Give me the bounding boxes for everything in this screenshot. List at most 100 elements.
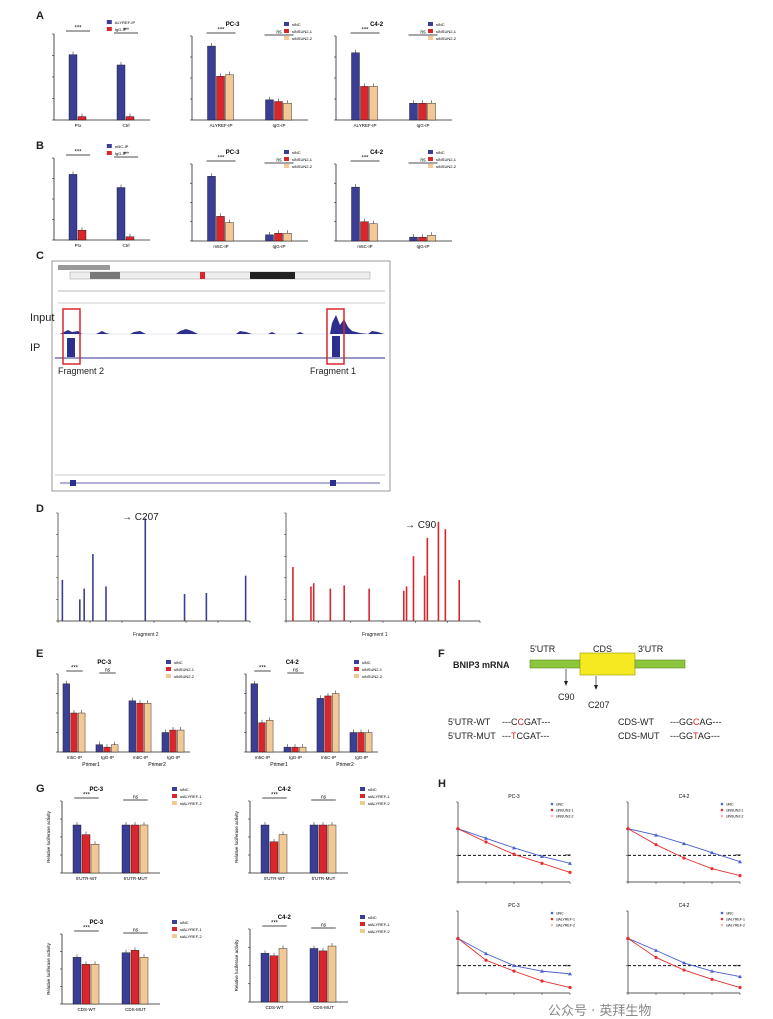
bar [62, 683, 70, 753]
legend-label: siNSUN2-1 [436, 29, 457, 34]
bar [309, 824, 319, 874]
legend-label: siNC [436, 22, 445, 27]
data-point [540, 969, 544, 973]
data-point [512, 969, 516, 973]
legend-marker [720, 814, 724, 818]
legend-label: siNC [180, 787, 189, 792]
chart-g2: Relative luciferase activity 5'UTR-WT 5'UT… [234, 787, 390, 881]
panel-label-h: H [438, 778, 446, 790]
chart-b2: m5C-IP IgG-IP PC-3*** ns siNC siNSUN2-1 siNSUN… [190, 150, 313, 249]
bar [225, 222, 234, 242]
legend-swatch [172, 934, 177, 938]
c207-label: C207 [134, 512, 159, 523]
chart-title: PC-3 [508, 903, 520, 909]
chart-b1: Prx Ctrl *** *** m5C-IP IgG-IP [52, 144, 150, 248]
chart-title: PC-3 [89, 920, 103, 926]
bar [121, 824, 131, 874]
bar [360, 221, 369, 242]
chart-g1: Relative luciferase activity 5'UTR-WT 5'UT… [46, 787, 202, 881]
legend-label: siNC [726, 803, 734, 807]
bar [161, 732, 169, 753]
bar [72, 824, 82, 874]
legend-label: siALYREF-1 [726, 918, 745, 922]
legend-swatch [360, 794, 365, 798]
panel-label-g: G [36, 783, 45, 795]
bar [332, 693, 340, 753]
seq-value: ---CCGAT--- [502, 717, 551, 727]
legend-label: siALYREF-2 [368, 801, 390, 806]
chart-d-right [284, 512, 481, 623]
bar [77, 116, 87, 121]
data-point [512, 845, 516, 850]
chart-d-left [56, 512, 251, 623]
data-point [626, 827, 630, 831]
chart-title: C4-2 [370, 22, 384, 28]
legend-label: siNSUN2-2 [292, 36, 313, 41]
legend-label: siNC [726, 912, 734, 916]
sig-mark: ns [133, 928, 139, 934]
sig-mark: ns [105, 668, 111, 674]
bar [77, 229, 87, 241]
bar [269, 955, 279, 1003]
legend-label: siNSUN2-2 [726, 815, 744, 819]
seq-5utr-mut: 5'UTR-MUT ---TCGAT--- [448, 731, 578, 741]
panel-label-c: C [36, 250, 44, 262]
input-track-label: Input [30, 312, 55, 324]
bar [81, 964, 91, 1005]
chart-title: C4-2 [370, 150, 384, 156]
x-tick-label: IgG-IP [289, 755, 302, 760]
legend-swatch [360, 922, 365, 926]
legend-marker [550, 923, 554, 927]
bar [418, 236, 427, 242]
legend-swatch [354, 660, 359, 664]
fragment-2-label: Fragment 2 [58, 366, 105, 376]
bar [327, 824, 337, 874]
legend-label: siALYREF-2 [180, 934, 202, 939]
chart-a1: Prx Ctrl *** *** ALYREF-IP IgG-IP [52, 20, 150, 128]
seq-5utr-wt: 5'UTR-WT ---CCGAT--- [448, 717, 578, 727]
bar [95, 744, 103, 753]
bar [258, 722, 266, 753]
bar [266, 720, 274, 753]
chart-title: PC-3 [97, 660, 111, 666]
legend-marker [720, 802, 724, 806]
seq-label: CDS-WT [618, 717, 654, 727]
x-tick-label: 5'UTR-WT [76, 876, 97, 881]
legend-swatch [428, 36, 433, 40]
data-point [654, 948, 658, 952]
bar [316, 698, 324, 753]
sig-mark: *** [74, 26, 82, 32]
x-tick-label: m5C-IP [67, 755, 82, 760]
panel-label-d: D [36, 503, 44, 515]
legend-label: siNSUN2-2 [362, 674, 383, 679]
data-point [568, 985, 572, 990]
legend-swatch [360, 787, 365, 791]
x-tick-label: 5'UTR-MUT [124, 876, 148, 881]
chart-title: C4-2 [286, 660, 300, 666]
group-label: Primer2 [148, 762, 166, 768]
data-point [710, 969, 714, 973]
legend-marker [720, 808, 724, 812]
legend-swatch [354, 667, 359, 671]
legend-label: siALYREF-2 [556, 924, 575, 928]
legend-swatch [172, 927, 177, 931]
x-tick-label: IgG-IP [272, 123, 285, 128]
data-point [682, 968, 686, 972]
d-left-xlabel: Fragment 2 [133, 632, 159, 638]
legend-swatch [284, 29, 289, 33]
data-point [738, 859, 742, 864]
legend-label: siNC [292, 22, 301, 27]
cds-label: CDS [593, 644, 613, 654]
watermark: 公众号 · 英拜生物 [548, 1004, 652, 1019]
chart-title: PC-3 [508, 794, 520, 800]
x-tick-label: 5'UTR-MUT [312, 876, 336, 881]
bar [291, 746, 299, 753]
legend-label: siALYREF-1 [180, 794, 202, 799]
legend-marker [550, 814, 554, 818]
legend-label: siALYREF-2 [180, 801, 202, 806]
seq-label: CDS-MUT [618, 731, 660, 741]
chart-g3: Relative luciferase activity CDS-WT CDS-MU… [46, 920, 202, 1012]
sig-mark: *** [83, 793, 91, 799]
bar [136, 703, 144, 753]
legend-swatch [428, 157, 433, 161]
